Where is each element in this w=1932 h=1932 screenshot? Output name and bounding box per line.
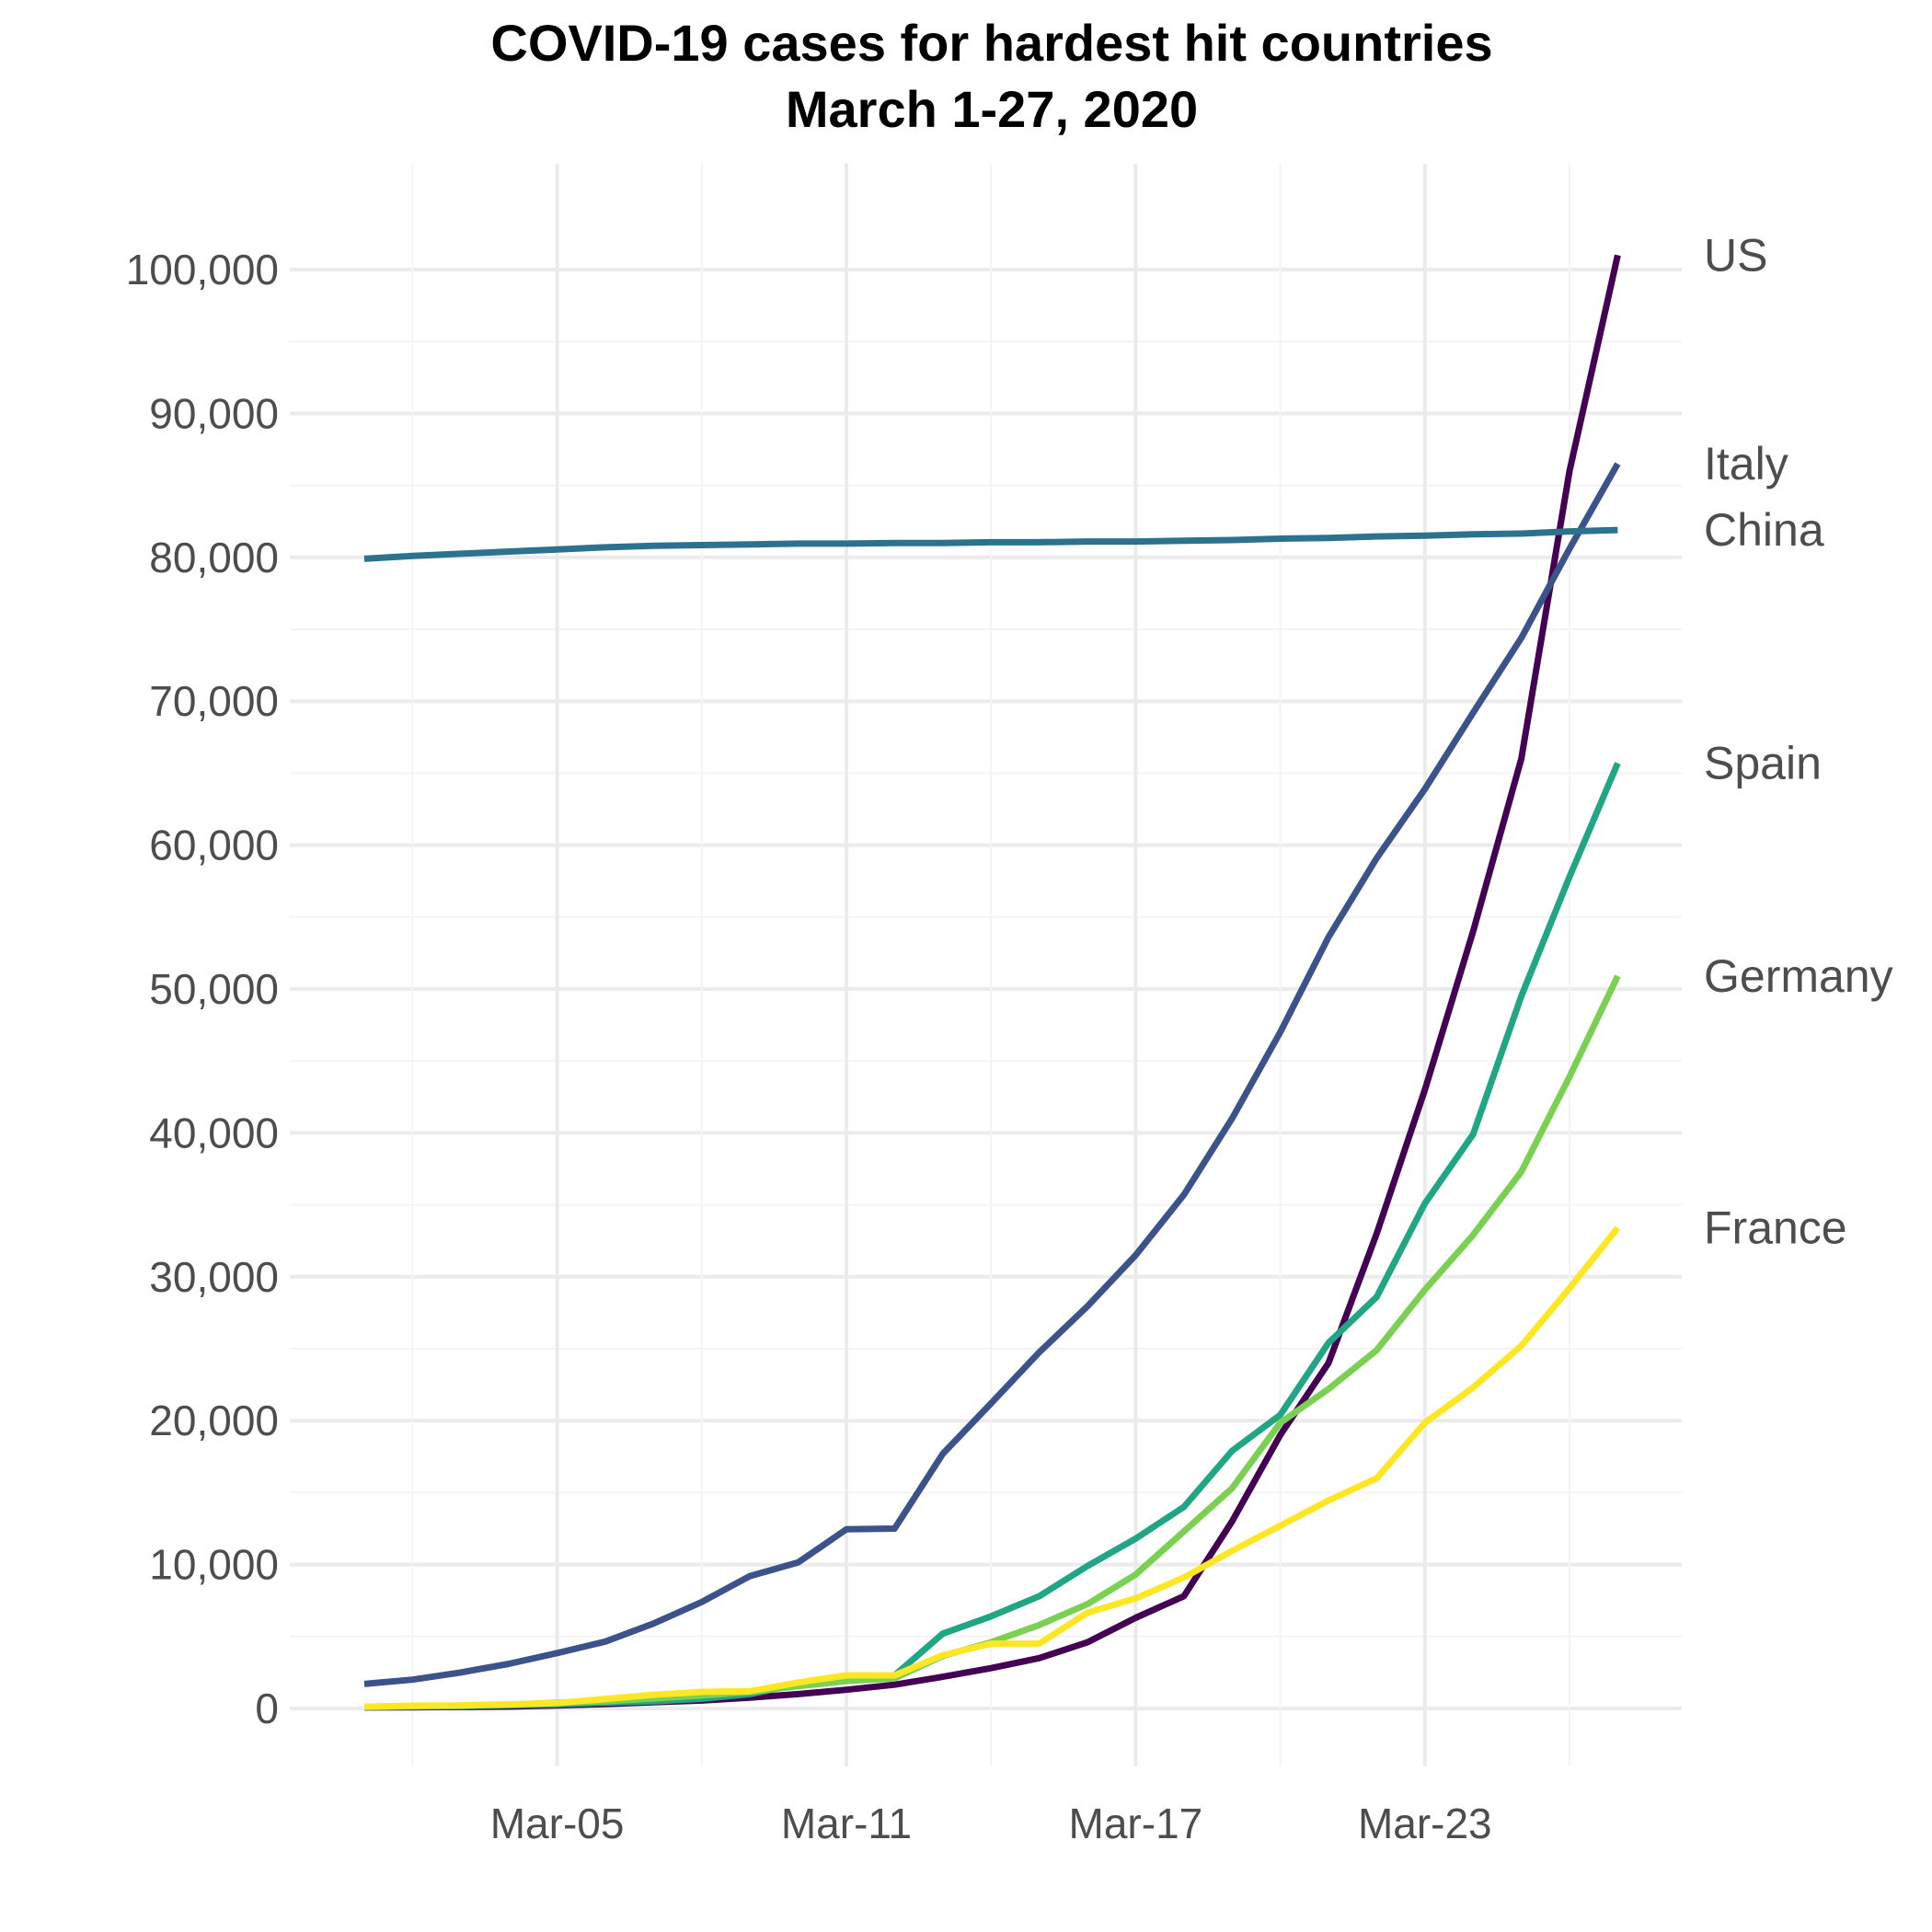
series-label-china: China: [1704, 504, 1824, 556]
y-tick-label: 10,000: [149, 1541, 279, 1589]
y-tick-label: 100,000: [126, 246, 279, 293]
series-line-france: [363, 1225, 1621, 1710]
series-lines: [363, 254, 1621, 1711]
y-tick-label: 40,000: [149, 1109, 279, 1156]
y-tick-label: 80,000: [149, 534, 279, 581]
series-label-germany: Germany: [1704, 950, 1893, 1002]
series-labels: US Italy China Spain Germany France: [1704, 229, 1893, 1253]
x-tick-label: Mar-17: [1069, 1800, 1203, 1847]
y-tick-label: 20,000: [149, 1397, 279, 1444]
gridlines-x: [411, 164, 1570, 1766]
series-label-us: US: [1704, 229, 1767, 281]
chart-title-line-1: COVID-19 cases for hardest hit countries: [490, 14, 1492, 72]
series-label-italy: Italy: [1704, 438, 1788, 489]
y-tick-label: 0: [255, 1685, 279, 1732]
series-label-france: France: [1704, 1202, 1847, 1254]
y-tick-label: 60,000: [149, 822, 279, 869]
minor-gridlines-y: [290, 340, 1682, 1638]
y-tick-label: 90,000: [149, 389, 279, 437]
x-tick-label: Mar-05: [490, 1800, 625, 1847]
y-tick-label: 50,000: [149, 965, 279, 1013]
chart-title-line-2: March 1-27, 2020: [786, 80, 1198, 138]
series-line-italy: [363, 462, 1621, 1687]
y-axis-tick-labels: 0 10,000 20,000 30,000 40,000 50,000 60,000 70,…: [126, 246, 279, 1732]
y-tick-label: 70,000: [149, 677, 279, 725]
x-tick-label: Mar-23: [1358, 1800, 1492, 1847]
x-axis-tick-labels: Mar-05 Mar-11 Mar-17 Mar-23: [490, 1800, 1492, 1847]
y-tick-label: 30,000: [149, 1253, 279, 1301]
series-label-spain: Spain: [1704, 737, 1822, 788]
x-tick-label: Mar-11: [781, 1800, 912, 1847]
series-line-china: [363, 526, 1618, 562]
